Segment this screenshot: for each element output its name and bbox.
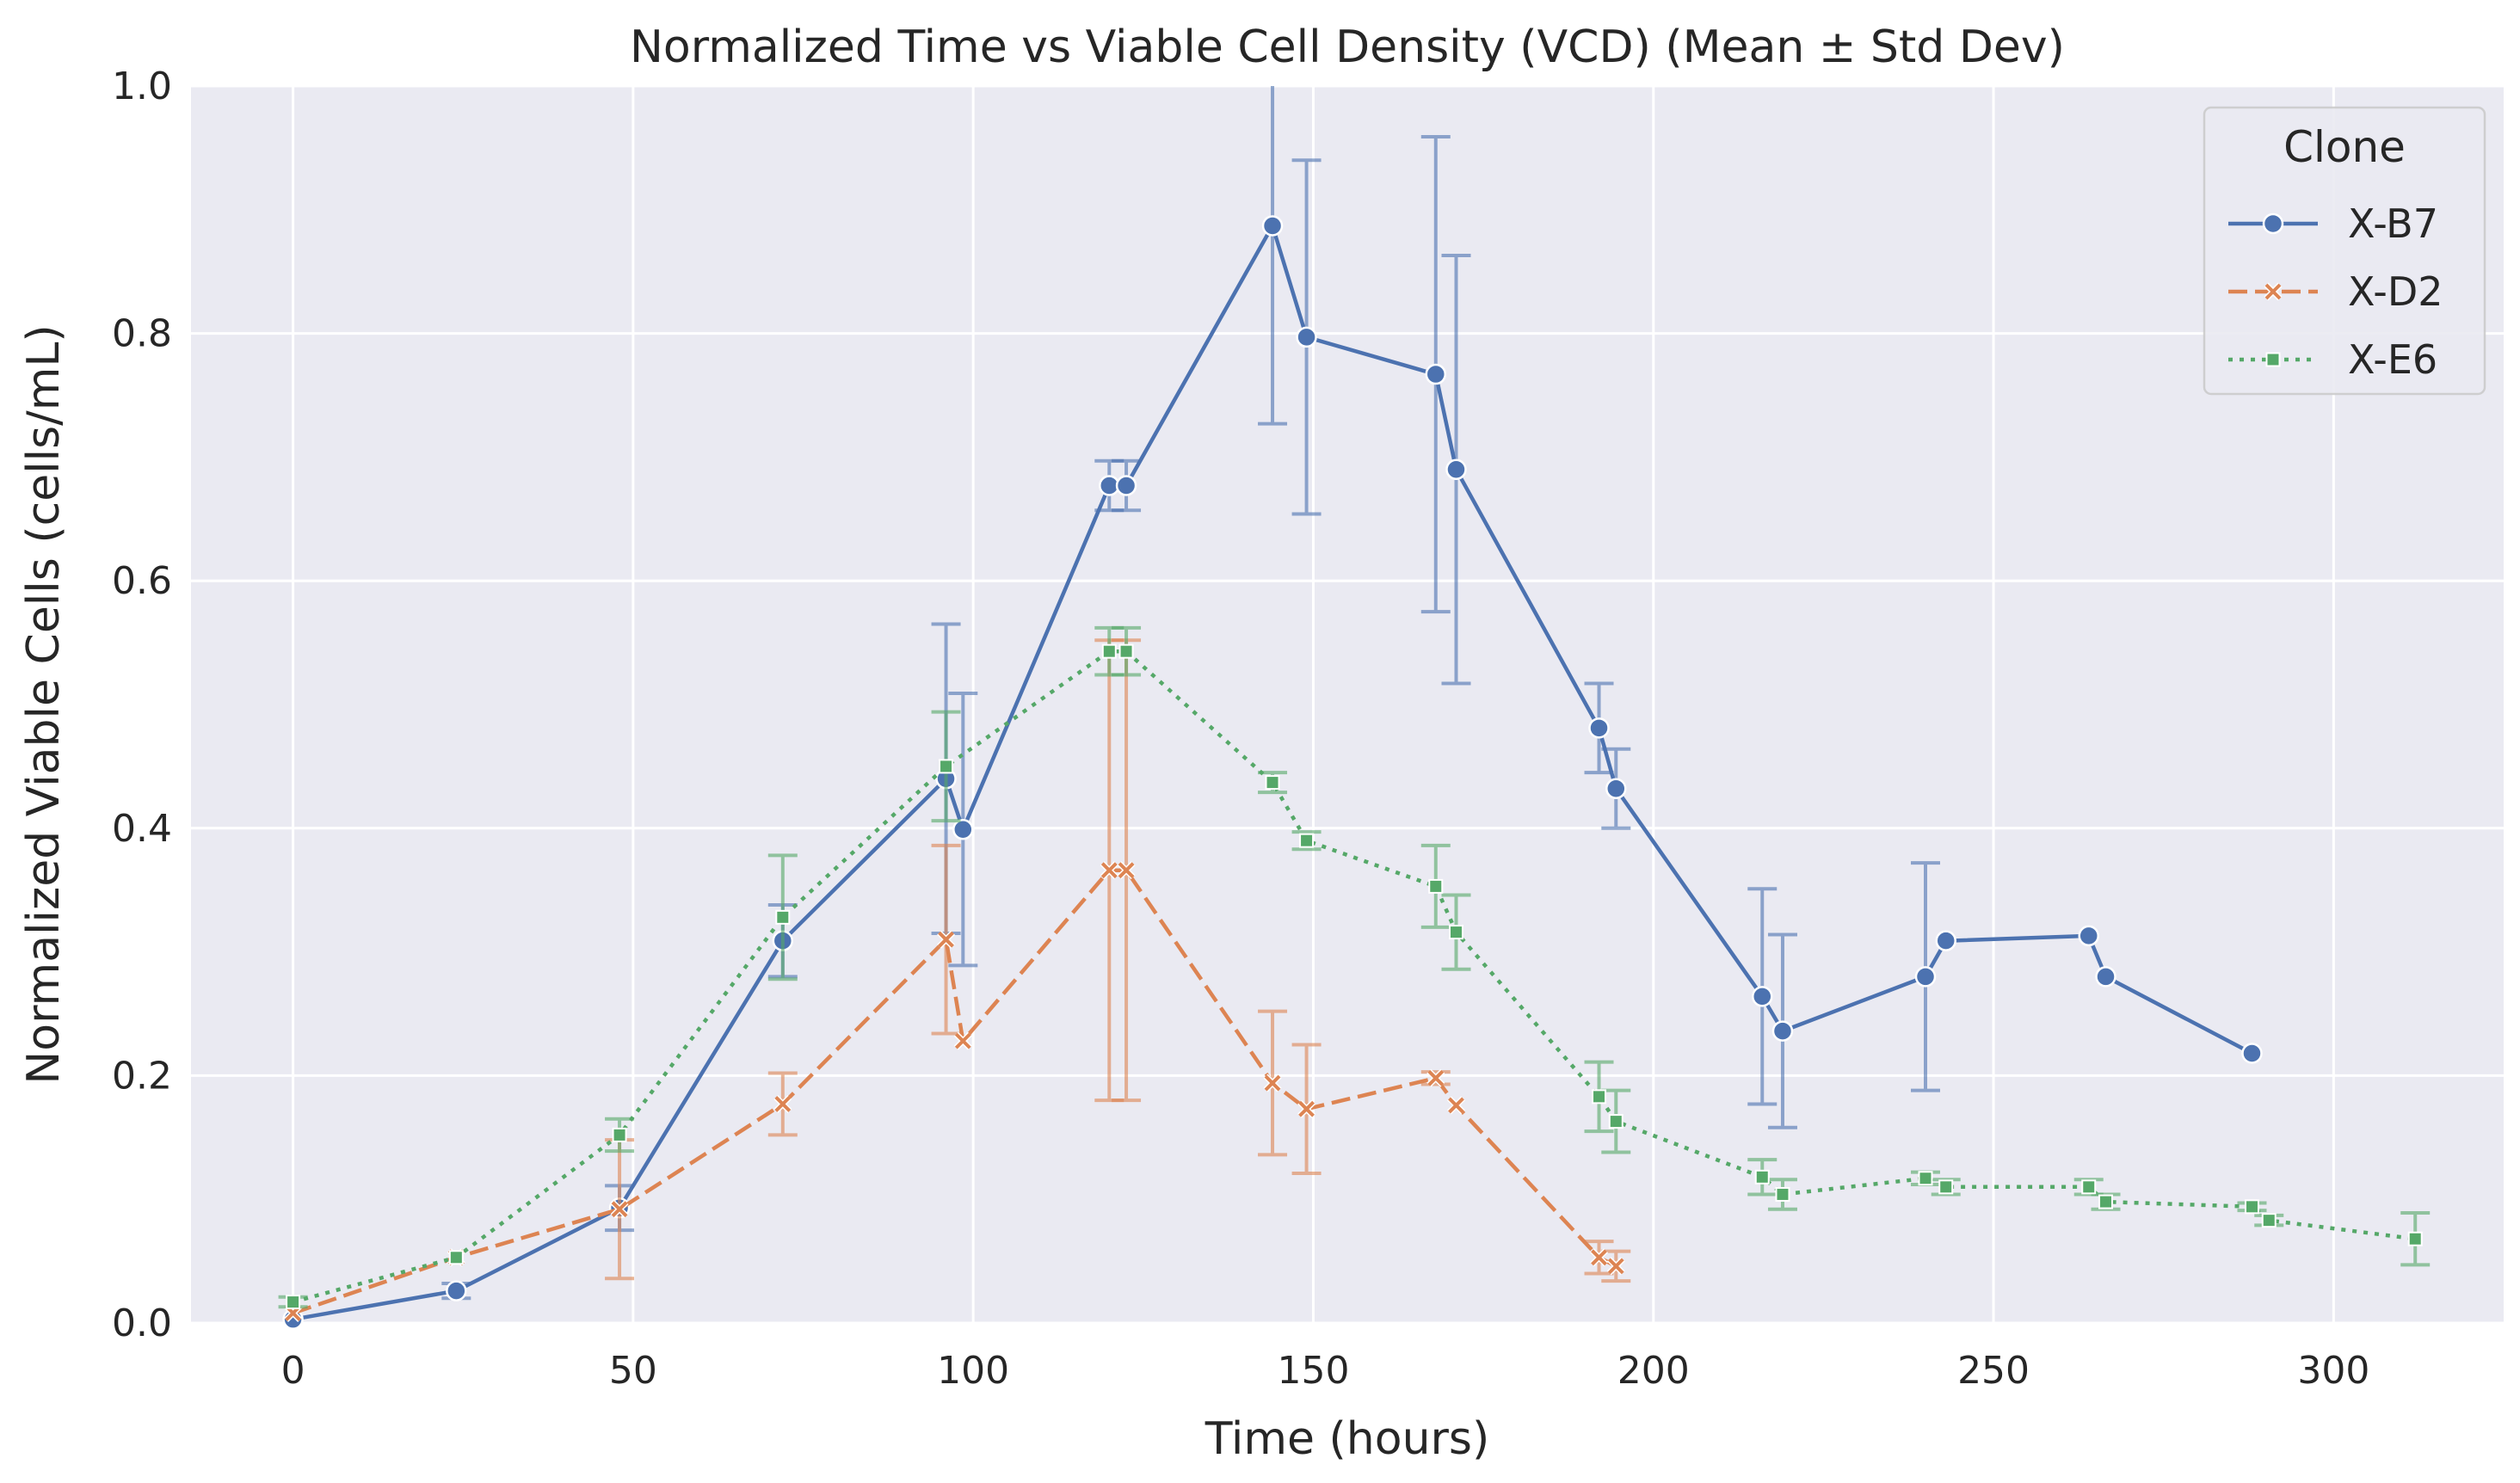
data-point xyxy=(2081,1179,2097,1195)
legend-box xyxy=(2203,106,2486,396)
data-point xyxy=(2241,1043,2263,1064)
series-layer xyxy=(278,86,2431,1330)
legend-label: X-D2 xyxy=(2348,268,2443,315)
data-point xyxy=(610,1200,629,1219)
data-point xyxy=(937,930,956,949)
series-x-d2 xyxy=(284,638,1631,1322)
data-point xyxy=(1775,1186,1790,1202)
data-point xyxy=(1117,861,1136,880)
series-line xyxy=(293,649,2416,1304)
legend-marker xyxy=(2265,352,2281,367)
legend-entry-x-b7: X-B7 xyxy=(2228,200,2438,247)
data-point xyxy=(1299,833,1315,848)
x-axis-label: Time (hours) xyxy=(1205,1413,1490,1465)
data-point xyxy=(1428,878,1444,894)
data-point xyxy=(448,1250,464,1265)
data-point xyxy=(1425,363,1447,385)
data-point xyxy=(1296,326,1317,348)
x-tick-label: 300 xyxy=(2297,1349,2369,1393)
data-point xyxy=(1445,458,1467,481)
y-tick-label: 0.8 xyxy=(112,312,172,356)
data-point xyxy=(953,1031,972,1050)
data-point xyxy=(1297,1099,1316,1118)
y-tick-label: 0.2 xyxy=(112,1054,172,1098)
data-point xyxy=(1771,1020,1794,1042)
data-point xyxy=(1118,643,1134,659)
x-tick-label: 0 xyxy=(281,1349,305,1393)
data-point xyxy=(1426,1068,1445,1087)
x-tick-label: 200 xyxy=(1617,1349,1690,1393)
legend-marker xyxy=(2264,282,2283,301)
legend-label: X-E6 xyxy=(2348,336,2437,383)
legend-entry-x-d2: X-D2 xyxy=(2228,268,2443,315)
data-point xyxy=(1588,717,1610,739)
data-point xyxy=(1263,1074,1282,1092)
data-point xyxy=(1754,1169,1770,1185)
x-tick-labels: 0 50 100 150 200 250 300 xyxy=(281,1349,2370,1393)
series-x-b7 xyxy=(282,86,2263,1330)
x-tick-label: 50 xyxy=(609,1349,657,1393)
data-point xyxy=(2407,1231,2423,1246)
y-tick-label: 0.6 xyxy=(112,559,172,603)
data-point xyxy=(1265,775,1280,791)
data-point xyxy=(1914,966,1937,988)
data-point xyxy=(2095,966,2116,988)
legend-label: X-B7 xyxy=(2348,200,2438,247)
legend-entry-x-e6: X-E6 xyxy=(2228,336,2437,383)
plot-area xyxy=(191,86,2504,1323)
legend-title: Clone xyxy=(2283,122,2406,172)
data-point xyxy=(1918,1171,1933,1186)
data-point xyxy=(1447,1096,1465,1115)
data-point xyxy=(939,759,954,774)
y-tick-labels: 0.0 0.2 0.4 0.6 0.8 1.0 xyxy=(112,65,172,1345)
grid xyxy=(191,84,2504,1325)
data-point xyxy=(775,909,791,925)
data-point xyxy=(612,1127,627,1142)
data-point xyxy=(1606,1257,1625,1276)
data-point xyxy=(1608,1114,1624,1129)
data-point xyxy=(2244,1199,2259,1215)
data-point xyxy=(773,1094,792,1113)
error-bar xyxy=(1258,86,1288,426)
data-point xyxy=(952,818,974,840)
data-point xyxy=(1101,643,1117,659)
data-point xyxy=(446,1280,467,1301)
data-point xyxy=(1115,475,1137,496)
data-point xyxy=(1935,930,1956,951)
legend-marker xyxy=(2262,212,2284,235)
data-point xyxy=(1261,215,1284,237)
y-tick-label: 0.0 xyxy=(112,1301,172,1345)
data-point xyxy=(1100,861,1118,880)
y-tick-label: 1.0 xyxy=(112,65,172,108)
x-tick-label: 250 xyxy=(1957,1349,2030,1393)
y-tick-label: 0.4 xyxy=(112,807,172,851)
data-point xyxy=(2098,1194,2114,1209)
data-point xyxy=(1592,1089,1607,1105)
legend: Clone X-B7 X-D2 X-E6 xyxy=(2203,106,2486,396)
series-x-e6 xyxy=(278,625,2431,1310)
data-point xyxy=(1752,986,1773,1007)
data-point xyxy=(1605,778,1627,800)
x-tick-label: 100 xyxy=(937,1349,1009,1393)
data-point xyxy=(2078,925,2099,947)
data-point xyxy=(1590,1248,1608,1267)
x-tick-label: 150 xyxy=(1277,1349,1349,1393)
y-axis-label: Normalized Viable Cells (cells/mL) xyxy=(18,324,70,1084)
data-point xyxy=(286,1295,301,1310)
data-point xyxy=(1938,1179,1954,1195)
data-point xyxy=(1448,925,1463,940)
chart-title: Normalized Time vs Viable Cell Density (… xyxy=(630,22,2065,73)
data-point xyxy=(2261,1213,2277,1228)
